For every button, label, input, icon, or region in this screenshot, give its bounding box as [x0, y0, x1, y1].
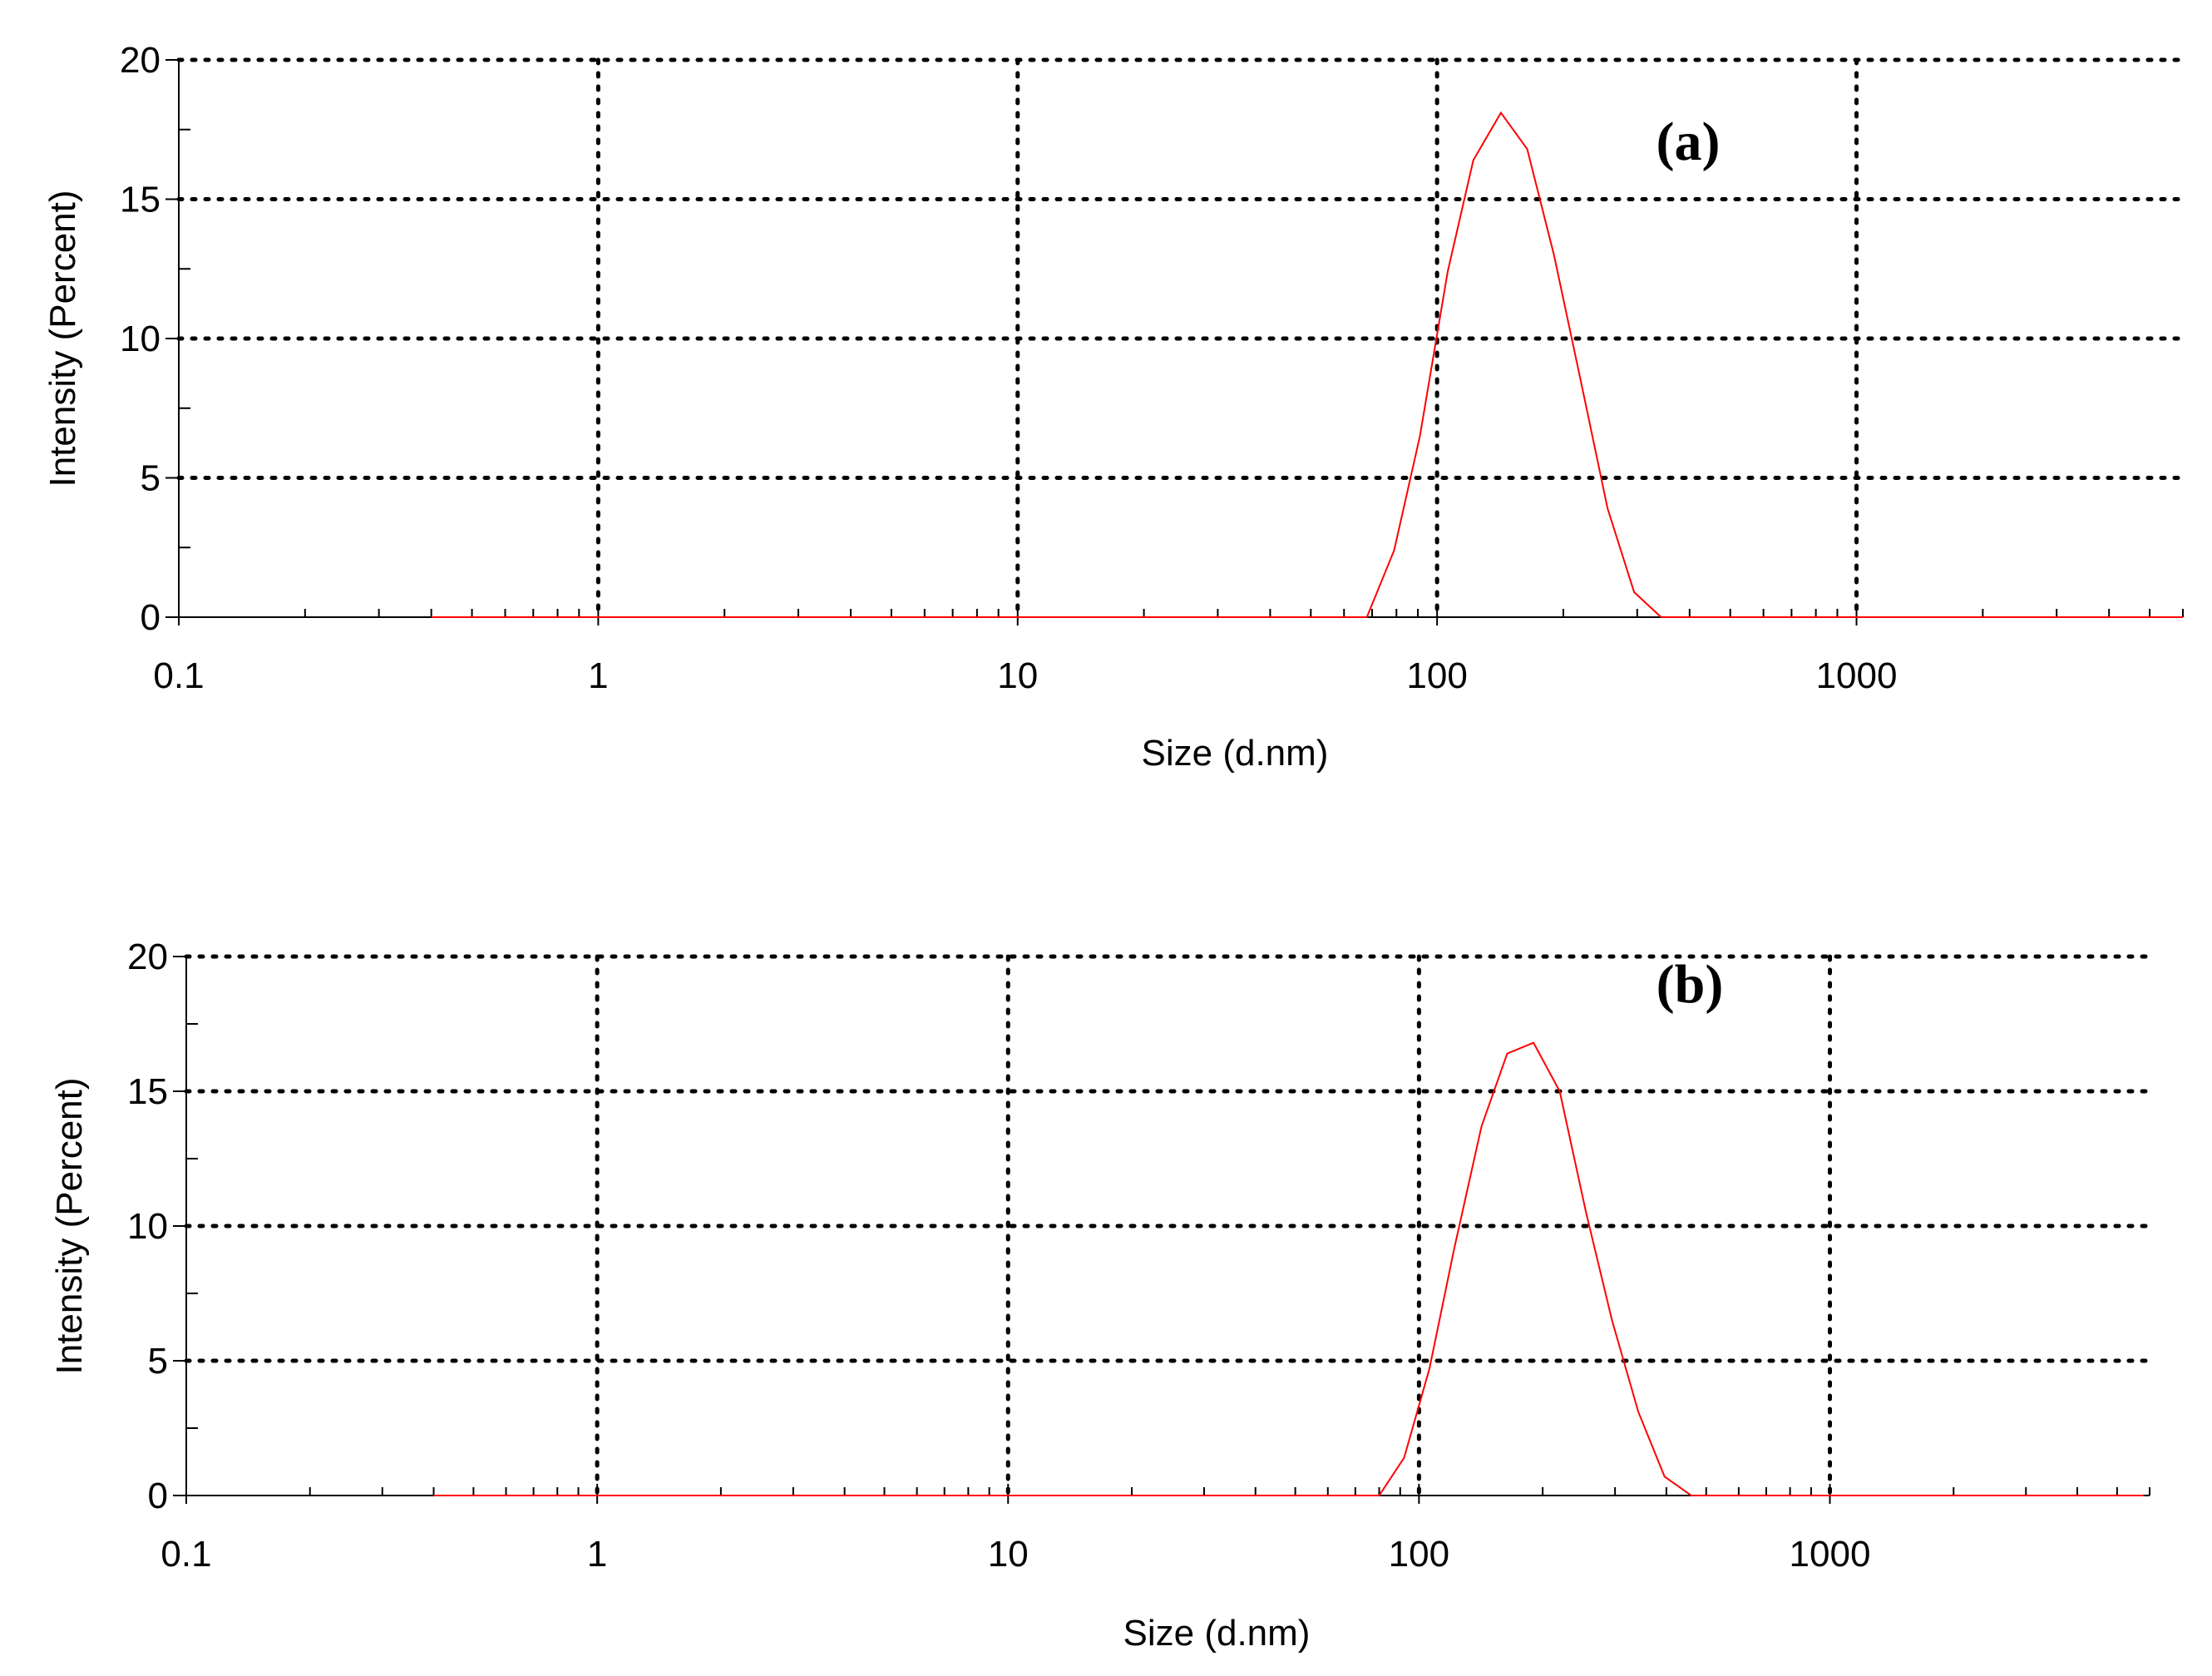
data-point [1584, 1211, 1587, 1214]
data-point [1532, 1041, 1535, 1045]
x-tick-label: 1000 [1816, 655, 1898, 696]
data-point [1393, 549, 1396, 552]
x-axis-title: Size (d.nm) [1123, 1613, 1311, 1654]
chart-panel-b: 0 5 10 15 20 0.1 1 10 100 1000 Size (d.nm) Intensit… [49, 937, 2152, 1654]
data-point [2181, 616, 2185, 619]
x-tick-label: 0.1 [153, 655, 204, 696]
data-point [1659, 616, 1662, 619]
data-point [1472, 159, 1475, 162]
y-tick-label: 15 [127, 1071, 168, 1112]
data-point [1553, 254, 1556, 257]
y-axis-title: Intensity (Percent) [49, 1077, 90, 1374]
series-line [433, 1041, 2144, 1496]
data-point [1006, 1494, 1010, 1497]
data-point [1446, 270, 1449, 274]
x-tick-label: 0.1 [160, 1534, 211, 1575]
y-tick-label: 5 [148, 1341, 168, 1382]
y-tick-label: 20 [120, 40, 160, 81]
x-tick-label: 10 [997, 655, 1038, 696]
y-tick-label: 5 [141, 458, 160, 499]
data-point [1016, 616, 1020, 619]
x-tick-label: 1 [588, 655, 608, 696]
data-point [1499, 111, 1503, 115]
series-line [431, 111, 2183, 618]
data-point [1428, 1367, 1431, 1371]
x-tick-label: 1000 [1790, 1534, 1871, 1575]
y-axis-title: Intensity (Percent) [42, 190, 83, 487]
data-point [1480, 1125, 1484, 1128]
y-tick-label: 20 [127, 937, 168, 977]
data-point [1606, 507, 1609, 510]
data-point [2142, 1494, 2145, 1497]
data-point [1611, 1318, 1614, 1322]
data-point [432, 1494, 435, 1497]
data-point [1663, 1475, 1666, 1478]
data-point [1506, 1052, 1509, 1056]
data-point [1688, 616, 1691, 619]
y-tick-label: 10 [120, 319, 160, 359]
y-tick-label: 15 [120, 180, 160, 220]
data-point [1402, 1456, 1405, 1460]
data-point [1637, 1411, 1640, 1414]
data-point [596, 616, 600, 619]
data-point [1453, 1246, 1456, 1249]
data-point [1418, 434, 1421, 438]
x-tick-label: 10 [988, 1534, 1029, 1575]
data-point [1377, 1494, 1380, 1497]
panel-label: (b) [1657, 954, 1724, 1015]
panel-label: (a) [1657, 111, 1721, 172]
data-point [1690, 1494, 1693, 1497]
chart-panel-a: 0 5 10 15 20 0.1 1 10 100 1000 Size (d.nm) Intensit… [42, 40, 2185, 774]
x-tick-label: 100 [1406, 655, 1467, 696]
data-point [1526, 147, 1529, 151]
data-point [1579, 378, 1582, 382]
y-tick-label: 10 [127, 1206, 168, 1247]
data-point [1855, 616, 1859, 619]
data-point [1632, 591, 1636, 594]
y-tick-label: 0 [148, 1476, 168, 1516]
x-axis-title: Size (d.nm) [1142, 733, 1329, 774]
data-point [1828, 1494, 1831, 1497]
x-tick-label: 100 [1389, 1534, 1449, 1575]
x-tick-label: 1 [587, 1534, 607, 1575]
data-point [595, 1494, 599, 1497]
y-tick-label: 0 [141, 597, 160, 638]
data-point [1365, 616, 1369, 619]
data-point [1558, 1090, 1562, 1093]
data-point [430, 616, 433, 619]
